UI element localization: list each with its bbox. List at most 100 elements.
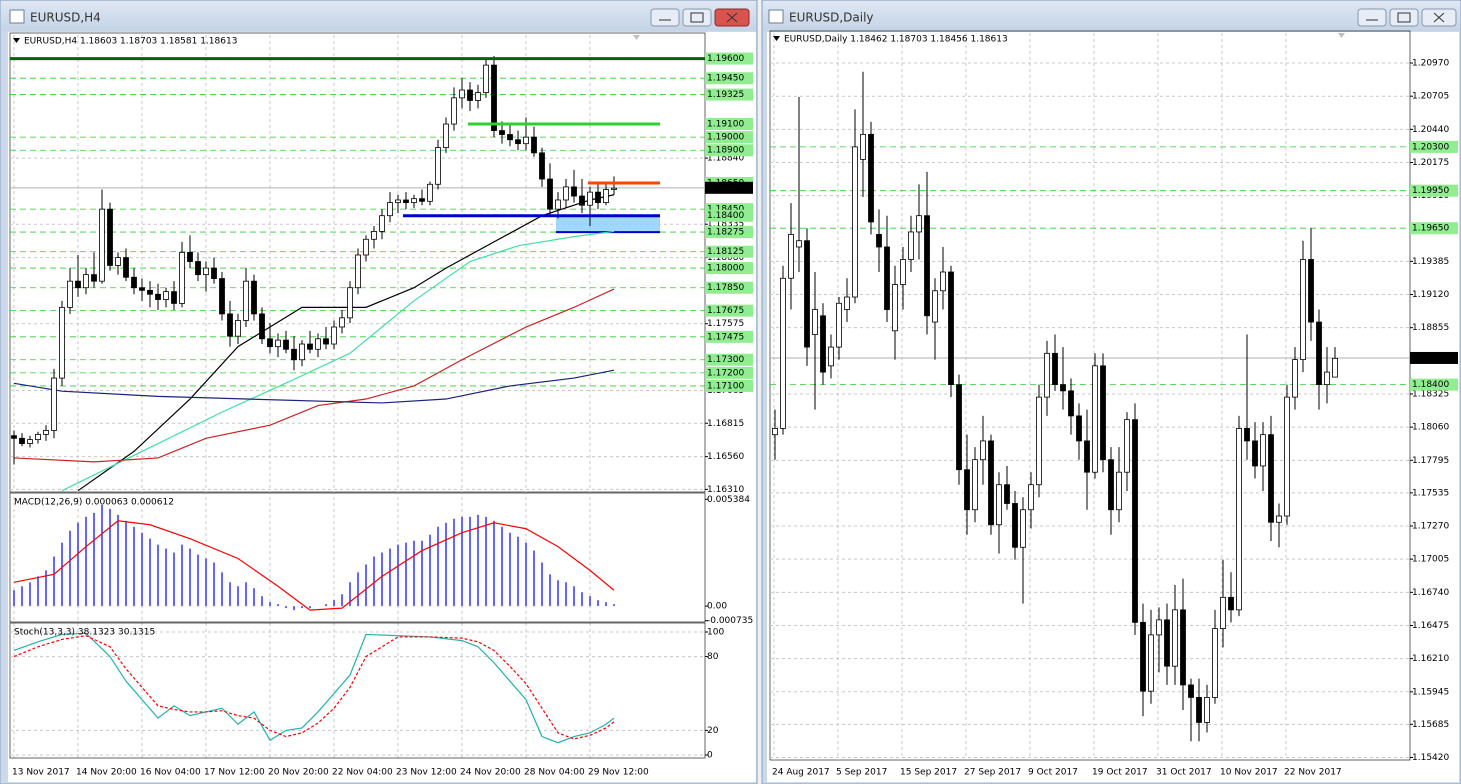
indicator-label: MACD(12,26,9) 0.000063 0.000612 xyxy=(14,498,174,508)
price-tick-label: 1.20705 xyxy=(1412,92,1449,102)
level-label: 1.20300 xyxy=(1412,142,1449,152)
price-tick-label: 1.20970 xyxy=(1412,59,1449,69)
candle-body xyxy=(1020,509,1026,548)
candle-body xyxy=(427,183,433,202)
candle-body xyxy=(563,186,569,201)
candle-body xyxy=(1244,428,1250,442)
level-label-box xyxy=(705,245,753,258)
title-bar[interactable] xyxy=(1,1,756,31)
candle-body xyxy=(1180,609,1186,686)
candle-body xyxy=(499,130,505,135)
candle-body xyxy=(1260,434,1266,467)
button-glyphs xyxy=(659,12,738,23)
level-label: 1.17200 xyxy=(707,368,744,378)
candle-body xyxy=(812,309,818,335)
maximize-button[interactable] xyxy=(1389,8,1419,27)
level-label-box xyxy=(705,226,753,239)
candle-body xyxy=(283,339,289,350)
candle-body xyxy=(1108,459,1114,511)
level-label: 1.17300 xyxy=(707,355,744,365)
candle-body xyxy=(1052,352,1058,386)
level-label: 1.19450 xyxy=(707,74,744,84)
minimize-button[interactable] xyxy=(1357,8,1387,27)
candle-body xyxy=(179,251,185,304)
candle-body xyxy=(595,191,601,204)
level-label-box xyxy=(705,304,753,317)
candle-body xyxy=(1004,484,1010,504)
indicator-tick-label: 100 xyxy=(707,628,724,638)
panel-frame xyxy=(9,492,706,623)
level-label: 1.19950 xyxy=(1412,186,1449,196)
candle-body xyxy=(1284,396,1290,517)
macd-signal xyxy=(13,520,615,611)
candle-body xyxy=(43,430,49,435)
level-label: 1.17850 xyxy=(707,283,744,293)
time-label: 9 Oct 2017 xyxy=(1028,768,1078,778)
maximize-button[interactable] xyxy=(682,8,712,27)
candle-body xyxy=(1124,419,1130,473)
time-label: 15 Sep 2017 xyxy=(900,768,957,778)
candle-body xyxy=(371,231,377,240)
line-label-box xyxy=(705,52,753,65)
candle-body xyxy=(1060,384,1066,392)
stoch-main xyxy=(13,632,615,744)
candle-body xyxy=(796,240,802,248)
candle-body xyxy=(203,267,209,276)
candle-body xyxy=(435,147,441,185)
candle-body xyxy=(940,271,946,292)
candle-body xyxy=(844,296,850,310)
price-tick-label: 1.19385 xyxy=(1412,257,1449,267)
candle-body xyxy=(772,428,778,436)
candle-body xyxy=(163,291,169,300)
candle-body xyxy=(83,274,89,289)
chart-area xyxy=(8,32,756,782)
candle-body xyxy=(347,287,353,319)
candle-body xyxy=(395,199,401,204)
price-tick-label: 1.15420 xyxy=(1412,753,1449,763)
candle-body xyxy=(956,384,962,471)
time-label: 19 Oct 2017 xyxy=(1092,768,1148,778)
candle-body xyxy=(275,339,281,348)
candle-body xyxy=(35,433,41,441)
time-label: 20 Nov 20:00 xyxy=(268,768,329,778)
line-label: 1.19100 xyxy=(707,120,744,130)
chart-header: EURUSD,Daily 1.18462 1.18703 1.18456 1.1… xyxy=(784,35,1008,45)
header-marker xyxy=(13,38,20,43)
candle-body xyxy=(315,338,321,350)
time-label: 27 Sep 2017 xyxy=(964,768,1021,778)
level-label-box xyxy=(705,144,753,157)
candle-body xyxy=(860,133,866,160)
candle-body xyxy=(1292,359,1298,398)
candle-body xyxy=(547,178,553,210)
candle-body xyxy=(587,191,593,206)
candle-body xyxy=(403,199,409,204)
candle-body xyxy=(1132,419,1138,623)
line-label: 1.19600 xyxy=(707,54,744,64)
candle-body xyxy=(243,280,249,321)
current-price-label: 1.18613 xyxy=(707,183,744,193)
level-label: 1.17100 xyxy=(707,381,744,391)
indicator-tick-label: 20 xyxy=(707,726,719,736)
candle-body xyxy=(1324,371,1330,386)
title-bar[interactable] xyxy=(763,1,1460,31)
candle-body xyxy=(1068,390,1074,417)
candle-body xyxy=(307,343,313,350)
candle-body xyxy=(131,276,137,289)
candle-body xyxy=(579,195,585,206)
time-label: 23 Nov 12:00 xyxy=(396,768,457,778)
current-price-label-box xyxy=(1410,351,1458,364)
candle-body xyxy=(27,439,33,444)
candle-body xyxy=(1220,596,1226,630)
time-label: 29 Nov 12:00 xyxy=(588,768,649,778)
time-label: 22 Nov 2017 xyxy=(1284,768,1342,778)
minimize-button[interactable] xyxy=(650,8,680,27)
price-tick-label: 1.18840 xyxy=(707,154,744,164)
time-label: 28 Nov 04:00 xyxy=(524,768,585,778)
indicator-tick-label: 80 xyxy=(707,652,719,662)
price-tick-label: 1.16815 xyxy=(707,419,744,429)
indicator-tick-label: 0.005384 xyxy=(707,495,750,505)
candle-body xyxy=(387,202,393,217)
time-label: 22 Nov 04:00 xyxy=(332,768,393,778)
candle-body xyxy=(299,343,305,361)
